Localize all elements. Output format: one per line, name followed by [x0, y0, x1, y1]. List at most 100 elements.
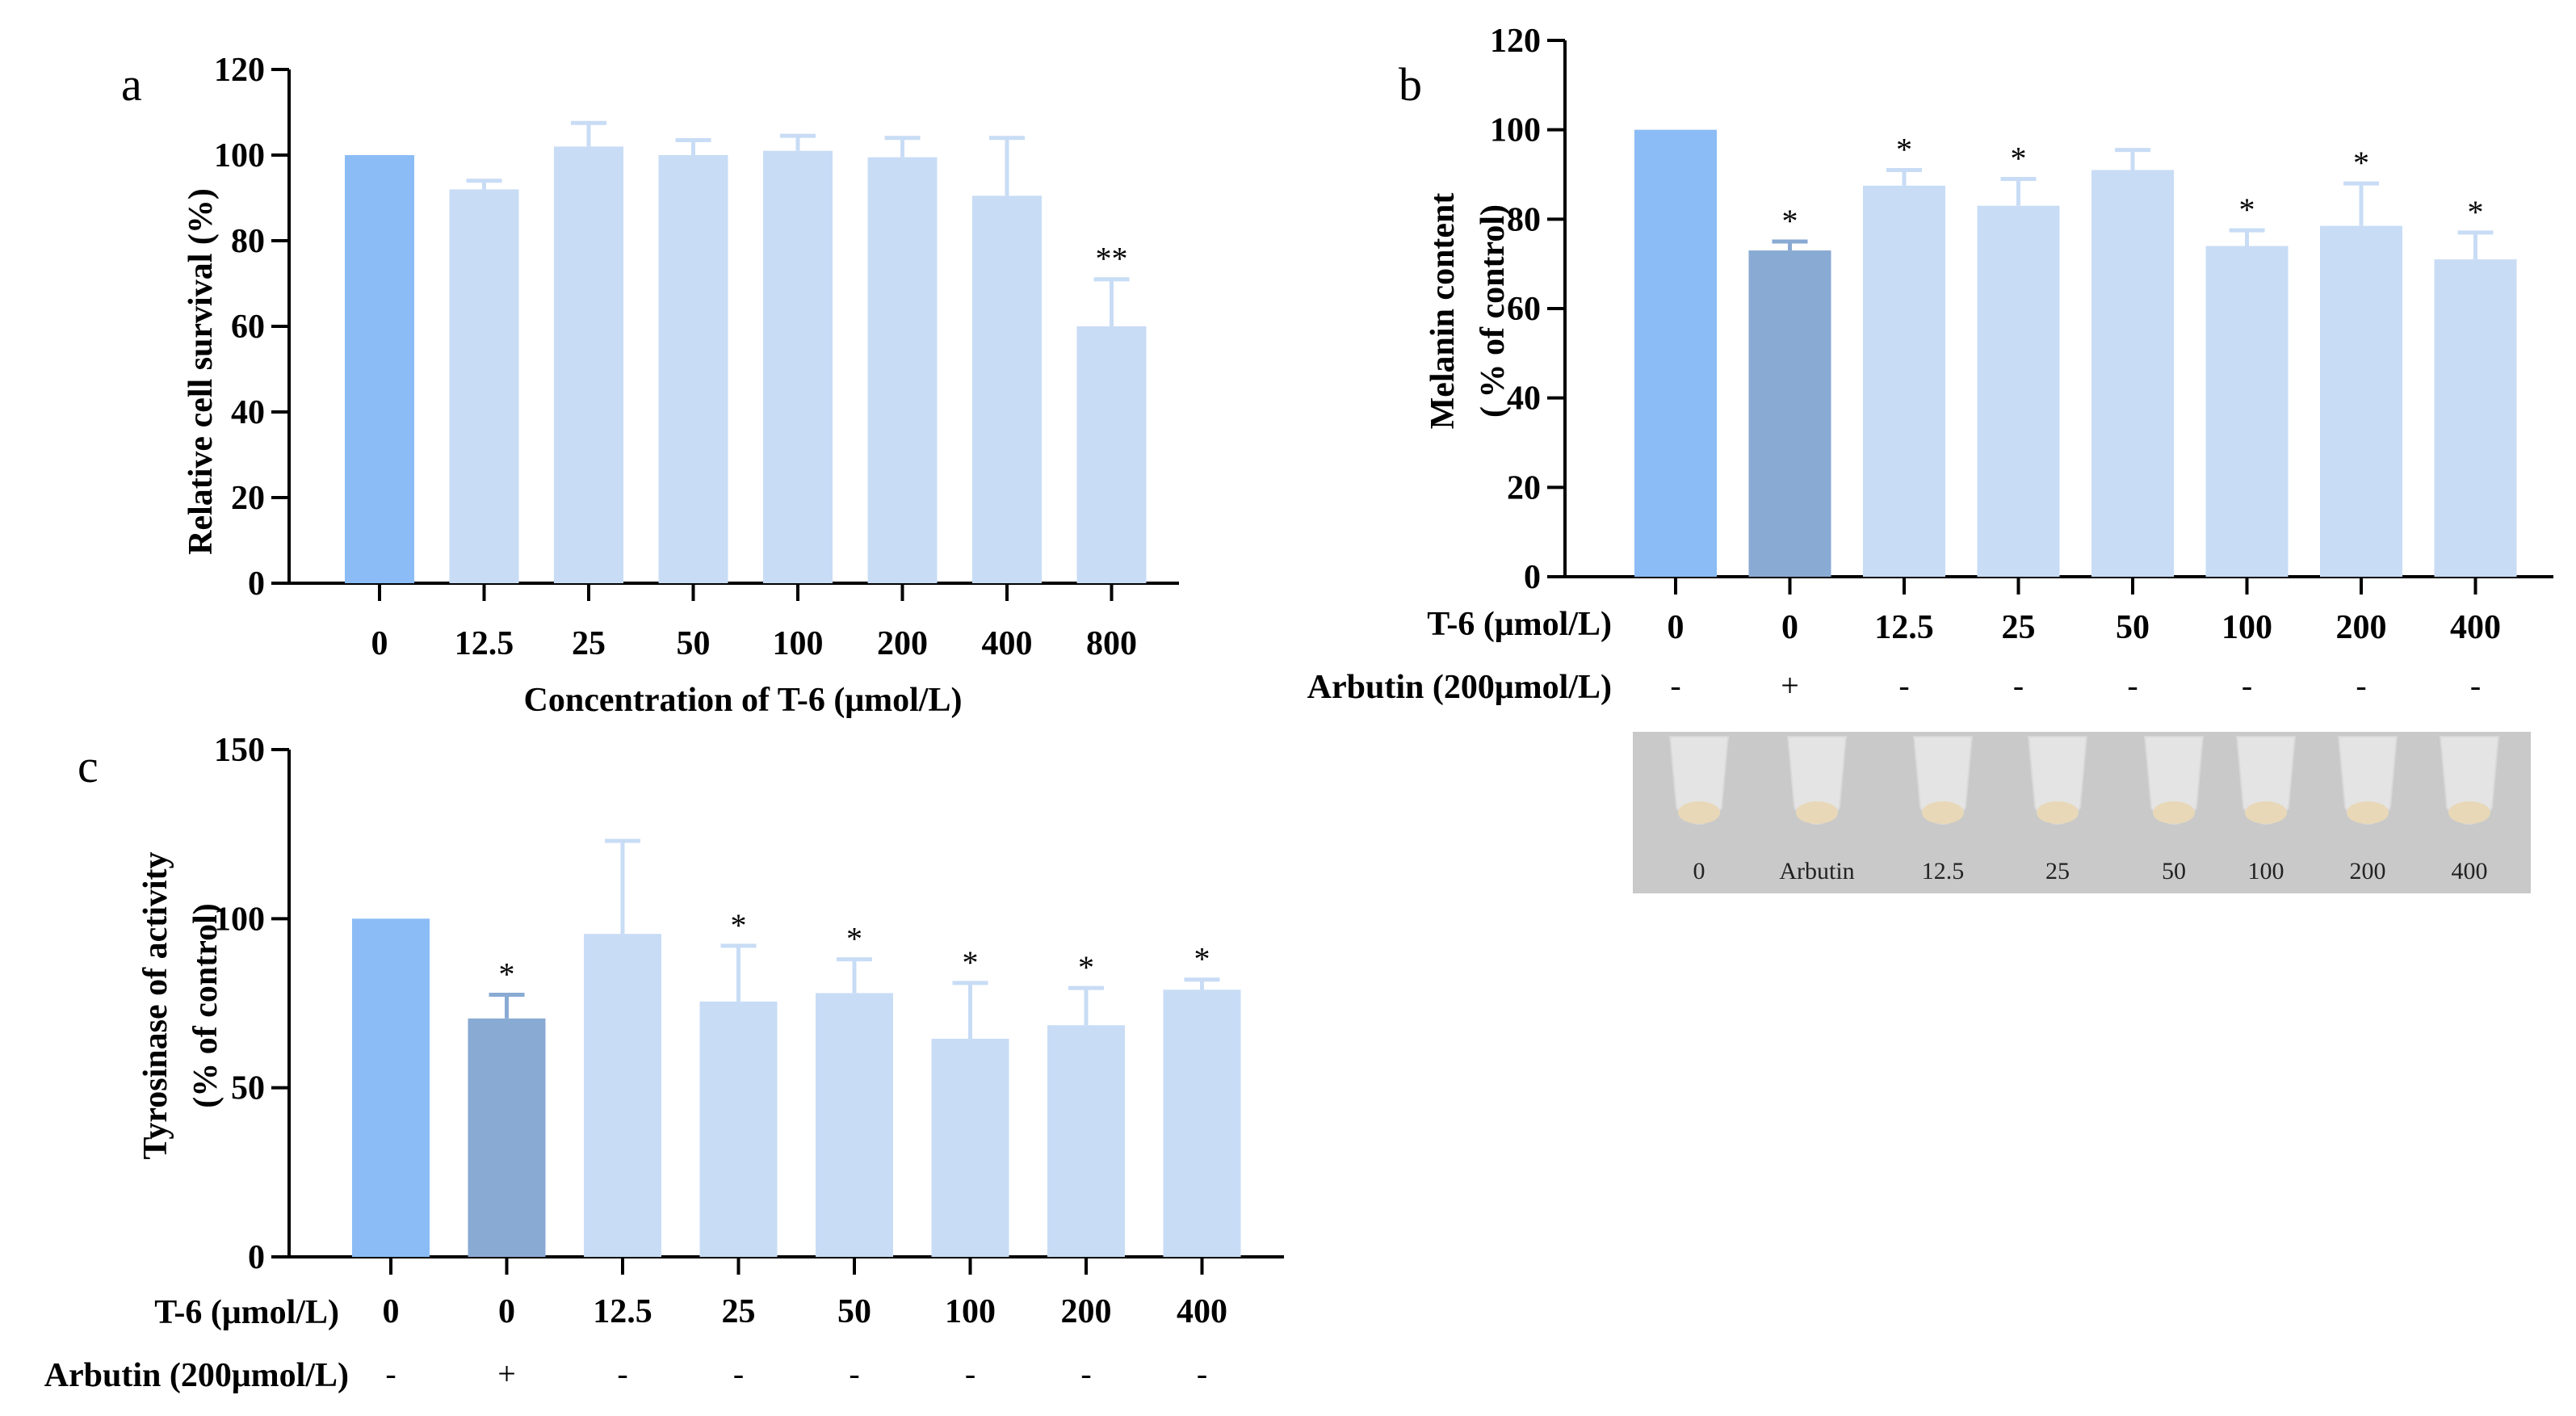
bar [1977, 205, 2060, 577]
bar [1163, 990, 1241, 1257]
panel-a-label: a [121, 58, 142, 111]
y-tick-label: 0 [248, 565, 265, 603]
tube-pellet [2448, 801, 2490, 824]
tube-label: 25 [2045, 858, 2070, 884]
arbutin-indicator: - [2356, 667, 2366, 704]
y-tick-label: 60 [1507, 291, 1541, 328]
x-tick-label: 0 [1668, 609, 1684, 646]
x-tick-label: 25 [2002, 609, 2036, 646]
tube-pellet [1796, 801, 1838, 824]
arbutin-indicator: - [733, 1355, 744, 1392]
panel-c: c Tyrosinase of activity (% of control) … [44, 732, 1284, 1394]
x-tick-label: 200 [2336, 609, 2387, 646]
arbutin-indicator: + [1781, 667, 1799, 704]
bar [345, 155, 414, 583]
tube-pellet [1678, 801, 1720, 824]
y-tick-label: 0 [248, 1239, 265, 1276]
x-tick-label: 50 [837, 1293, 871, 1330]
tube-label: 400 [2452, 858, 2488, 884]
significance-marker: * [2011, 141, 2027, 177]
panel-c-ylabel-line2: (% of control) [187, 903, 224, 1108]
significance-marker: * [1078, 949, 1094, 985]
panel-c-row2-label: Arbutin (200μmol/L) [44, 1357, 349, 1394]
x-tick-label: 100 [773, 625, 824, 662]
bar [2434, 259, 2517, 577]
bar [699, 1001, 778, 1257]
x-tick-label: 0 [371, 625, 388, 662]
y-tick-label: 80 [231, 223, 265, 260]
significance-marker: * [1782, 203, 1798, 239]
y-tick-label: 50 [231, 1070, 265, 1107]
x-tick-label: 800 [1086, 625, 1137, 662]
bar [2091, 170, 2174, 577]
arbutin-indicator: + [497, 1355, 516, 1392]
arbutin-indicator: - [617, 1355, 627, 1392]
arbutin-indicator: - [2013, 667, 2024, 704]
arbutin-indicator: - [849, 1355, 859, 1392]
arbutin-indicator: - [1898, 667, 1909, 704]
x-tick-label: 400 [1177, 1293, 1227, 1330]
significance-marker: * [1194, 941, 1210, 977]
panel-a-ylabel: Relative cell survival (%) [183, 188, 220, 555]
y-tick-label: 20 [1507, 469, 1541, 506]
panel-b-row2-label: Arbutin (200μmol/L) [1307, 669, 1612, 706]
tube-label: 50 [2162, 858, 2186, 884]
tube-pellet [2153, 801, 2195, 824]
bar [658, 155, 728, 583]
bar [554, 146, 623, 583]
bar [352, 918, 430, 1257]
panel-b-row1-label: T-6 (μmol/L) [1427, 606, 1612, 643]
panel-a: a Relative cell survival (%) Concentrati… [121, 52, 1179, 719]
bar [816, 993, 893, 1257]
panel-c-row1-label: T-6 (μmol/L) [154, 1294, 339, 1331]
x-tick-label: 0 [1781, 609, 1798, 646]
bar [763, 150, 833, 583]
arbutin-indicator: - [1670, 667, 1680, 704]
y-tick-label: 40 [231, 394, 265, 431]
x-tick-label: 0 [383, 1293, 400, 1330]
tube-pellet [2037, 801, 2079, 824]
tube-label: 0 [1693, 858, 1705, 884]
bar [1634, 129, 1717, 577]
significance-marker: * [499, 956, 515, 993]
y-tick-label: 120 [1490, 23, 1541, 60]
significance-marker: * [963, 944, 979, 981]
significance-marker: * [1896, 131, 1912, 167]
panel-b: b Melanin content ( % of control) T-6 (μ… [1307, 23, 2553, 893]
arbutin-indicator: - [2470, 667, 2481, 704]
bar [931, 1038, 1009, 1257]
tube-pellet [1922, 801, 1964, 824]
y-tick-label: 40 [1507, 380, 1541, 418]
bar [1863, 185, 1945, 578]
significance-marker: * [2468, 194, 2484, 230]
panel-a-xlabel: Concentration of T-6 (μmol/L) [524, 682, 963, 719]
x-tick-label: 200 [877, 625, 928, 662]
y-tick-label: 0 [1524, 559, 1541, 596]
significance-marker: * [2353, 145, 2369, 181]
x-tick-label: 400 [2450, 609, 2501, 646]
y-tick-label: 80 [1507, 201, 1541, 238]
x-tick-label: 400 [982, 625, 1033, 662]
bar [1076, 326, 1147, 583]
arbutin-indicator: - [2127, 667, 2138, 704]
x-tick-label: 25 [722, 1293, 756, 1330]
arbutin-indicator: - [965, 1355, 975, 1392]
bar [449, 189, 519, 583]
arbutin-indicator: - [1080, 1355, 1091, 1392]
x-tick-label: 100 [2221, 609, 2272, 646]
tube-label: 100 [2248, 858, 2284, 884]
panel-c-label: c [78, 740, 99, 792]
tube-pellet [2245, 801, 2287, 824]
x-tick-label: 50 [677, 625, 711, 662]
y-tick-label: 60 [231, 309, 265, 346]
panel-b-ylabel-line2: ( % of control) [1475, 204, 1512, 418]
y-tick-label: 20 [231, 480, 265, 517]
bar [2205, 246, 2289, 577]
x-tick-label: 25 [572, 625, 606, 662]
x-tick-label: 0 [498, 1293, 515, 1330]
tube-pellet [2347, 801, 2389, 824]
arbutin-indicator: - [385, 1355, 396, 1392]
significance-marker: * [846, 921, 862, 957]
x-tick-label: 12.5 [455, 625, 514, 662]
